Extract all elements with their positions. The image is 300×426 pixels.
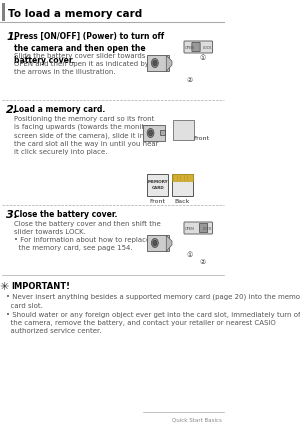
Text: ②: ② — [187, 77, 193, 83]
Text: • Never insert anything besides a supported memory card (page 20) into the memor: • Never insert anything besides a suppor… — [6, 294, 300, 308]
Text: LOCK: LOCK — [202, 227, 212, 231]
FancyBboxPatch shape — [192, 43, 200, 52]
Text: Positioning the memory card so its front
is facing upwards (towards the monitor
: Positioning the memory card so its front… — [14, 116, 158, 155]
Text: 2.: 2. — [6, 105, 18, 115]
Text: Front: Front — [193, 135, 209, 141]
Text: OPEN: OPEN — [184, 46, 194, 50]
Text: Load a memory card.: Load a memory card. — [14, 105, 105, 114]
Circle shape — [152, 239, 158, 248]
Bar — [147, 174, 168, 196]
Polygon shape — [166, 236, 172, 251]
Text: ②: ② — [200, 259, 206, 265]
Bar — [173, 120, 194, 140]
Text: Back: Back — [175, 199, 190, 204]
Text: Close the battery cover.: Close the battery cover. — [14, 210, 117, 219]
Text: Close the battery cover and then shift the
slider towards LOCK.
• For informatio: Close the battery cover and then shift t… — [14, 221, 160, 251]
Text: Slide the battery cover slider towards
OPEN and then open it as indicated by
the: Slide the battery cover slider towards O… — [14, 53, 148, 75]
FancyBboxPatch shape — [184, 222, 212, 234]
Text: ①: ① — [200, 55, 206, 61]
Circle shape — [153, 60, 157, 66]
Text: Press [ON/OFF] (Power) to turn off
the camera and then open the
battery cover.: Press [ON/OFF] (Power) to turn off the c… — [14, 32, 164, 65]
Circle shape — [147, 129, 154, 138]
Circle shape — [148, 130, 152, 135]
Text: IMPORTANT!: IMPORTANT! — [11, 282, 70, 291]
Circle shape — [152, 58, 158, 68]
Polygon shape — [143, 125, 165, 141]
Text: MEMORY: MEMORY — [147, 180, 168, 184]
Polygon shape — [147, 236, 169, 251]
Text: OPEN: OPEN — [184, 227, 194, 231]
Text: 1.: 1. — [6, 32, 18, 42]
Bar — [172, 174, 193, 181]
Text: • Should water or any foreign object ever get into the card slot, immediately tu: • Should water or any foreign object eve… — [6, 312, 300, 334]
Polygon shape — [147, 55, 169, 72]
Text: 3.: 3. — [6, 210, 18, 220]
Text: CARD: CARD — [151, 186, 164, 190]
Circle shape — [153, 240, 157, 246]
Polygon shape — [166, 55, 172, 72]
FancyBboxPatch shape — [200, 224, 208, 233]
FancyBboxPatch shape — [184, 41, 212, 53]
Text: To load a memory card: To load a memory card — [8, 9, 142, 19]
Text: Quick Start Basics: Quick Start Basics — [172, 418, 221, 423]
Bar — [160, 130, 165, 135]
Bar — [172, 174, 193, 196]
Text: Front: Front — [150, 199, 166, 204]
Text: ✳: ✳ — [0, 282, 9, 292]
Text: LOCK: LOCK — [202, 46, 212, 50]
Text: ①: ① — [187, 252, 193, 258]
Bar — [2, 3, 5, 21]
